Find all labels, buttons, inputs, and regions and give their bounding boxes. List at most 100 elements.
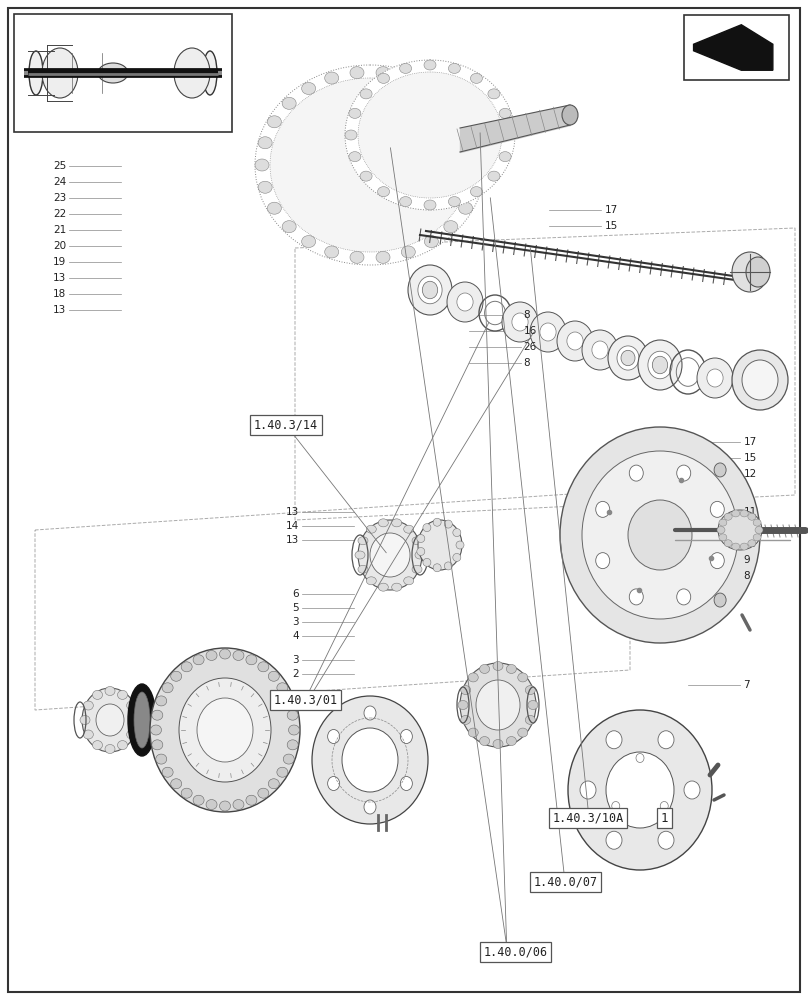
Ellipse shape — [528, 700, 538, 710]
Ellipse shape — [152, 740, 163, 750]
Ellipse shape — [277, 683, 288, 693]
Ellipse shape — [433, 518, 441, 526]
Ellipse shape — [447, 282, 483, 322]
Text: 3: 3 — [292, 617, 299, 627]
Ellipse shape — [358, 537, 368, 545]
Ellipse shape — [401, 776, 412, 790]
Ellipse shape — [327, 776, 339, 790]
Ellipse shape — [366, 577, 377, 585]
Ellipse shape — [608, 336, 648, 380]
Ellipse shape — [606, 731, 622, 749]
Text: 20: 20 — [53, 241, 66, 251]
Ellipse shape — [364, 800, 376, 814]
Ellipse shape — [174, 48, 210, 98]
Ellipse shape — [748, 540, 755, 547]
Ellipse shape — [648, 351, 672, 379]
Ellipse shape — [392, 583, 402, 591]
Ellipse shape — [518, 673, 528, 682]
Text: 8: 8 — [743, 523, 750, 533]
Text: 17: 17 — [604, 205, 617, 215]
Ellipse shape — [342, 728, 398, 792]
Ellipse shape — [652, 356, 667, 374]
Ellipse shape — [400, 197, 411, 207]
Ellipse shape — [636, 754, 644, 762]
Ellipse shape — [488, 171, 500, 181]
Ellipse shape — [606, 831, 622, 849]
Ellipse shape — [525, 686, 536, 695]
Ellipse shape — [327, 730, 339, 744]
Ellipse shape — [740, 510, 748, 517]
Ellipse shape — [282, 221, 297, 233]
Text: 3: 3 — [292, 655, 299, 665]
Ellipse shape — [424, 60, 436, 70]
Text: 8: 8 — [524, 358, 530, 368]
Ellipse shape — [415, 551, 425, 559]
Ellipse shape — [376, 251, 390, 263]
Ellipse shape — [170, 779, 182, 789]
Ellipse shape — [312, 696, 428, 824]
Ellipse shape — [92, 741, 103, 750]
Ellipse shape — [156, 754, 166, 764]
Ellipse shape — [258, 181, 272, 193]
Text: 13: 13 — [286, 535, 299, 545]
Ellipse shape — [480, 737, 490, 746]
Ellipse shape — [117, 741, 128, 750]
Ellipse shape — [493, 662, 503, 670]
Text: 1.40.3/10A: 1.40.3/10A — [553, 812, 624, 824]
Ellipse shape — [400, 63, 411, 73]
Ellipse shape — [606, 752, 674, 828]
Ellipse shape — [366, 525, 377, 533]
Ellipse shape — [156, 696, 166, 706]
Ellipse shape — [424, 200, 436, 210]
Ellipse shape — [193, 795, 204, 805]
Text: 10: 10 — [743, 539, 756, 549]
Ellipse shape — [350, 251, 364, 263]
Ellipse shape — [345, 60, 515, 210]
Ellipse shape — [360, 89, 372, 99]
Ellipse shape — [557, 321, 593, 361]
Ellipse shape — [530, 312, 566, 352]
Ellipse shape — [660, 802, 668, 810]
Ellipse shape — [376, 67, 390, 79]
Ellipse shape — [282, 97, 297, 109]
Ellipse shape — [193, 655, 204, 665]
Bar — [14, 14, 232, 132]
Ellipse shape — [287, 740, 298, 750]
Ellipse shape — [355, 551, 365, 559]
Ellipse shape — [127, 730, 137, 739]
Ellipse shape — [459, 116, 473, 128]
Ellipse shape — [423, 558, 431, 566]
Ellipse shape — [246, 655, 257, 665]
Ellipse shape — [325, 72, 339, 84]
Ellipse shape — [424, 236, 439, 248]
Ellipse shape — [162, 767, 173, 777]
Ellipse shape — [255, 159, 269, 171]
Text: 8: 8 — [524, 310, 530, 320]
Ellipse shape — [150, 725, 162, 735]
Ellipse shape — [412, 565, 422, 573]
Ellipse shape — [277, 767, 288, 777]
Ellipse shape — [580, 781, 596, 799]
Ellipse shape — [684, 781, 700, 799]
Text: 26: 26 — [524, 342, 537, 352]
Ellipse shape — [718, 510, 762, 550]
Ellipse shape — [404, 525, 414, 533]
Ellipse shape — [719, 519, 727, 526]
Ellipse shape — [170, 671, 182, 681]
Ellipse shape — [724, 540, 732, 547]
Ellipse shape — [82, 688, 138, 752]
Ellipse shape — [732, 543, 740, 550]
Text: 16: 16 — [524, 326, 537, 336]
Ellipse shape — [412, 537, 422, 545]
Ellipse shape — [233, 800, 244, 810]
Ellipse shape — [503, 130, 515, 140]
Ellipse shape — [96, 704, 124, 736]
Ellipse shape — [444, 520, 452, 528]
Ellipse shape — [525, 715, 536, 724]
Ellipse shape — [401, 730, 412, 744]
Ellipse shape — [358, 520, 422, 590]
Ellipse shape — [457, 293, 473, 311]
Ellipse shape — [287, 710, 298, 720]
Ellipse shape — [732, 510, 740, 517]
Ellipse shape — [658, 831, 674, 849]
